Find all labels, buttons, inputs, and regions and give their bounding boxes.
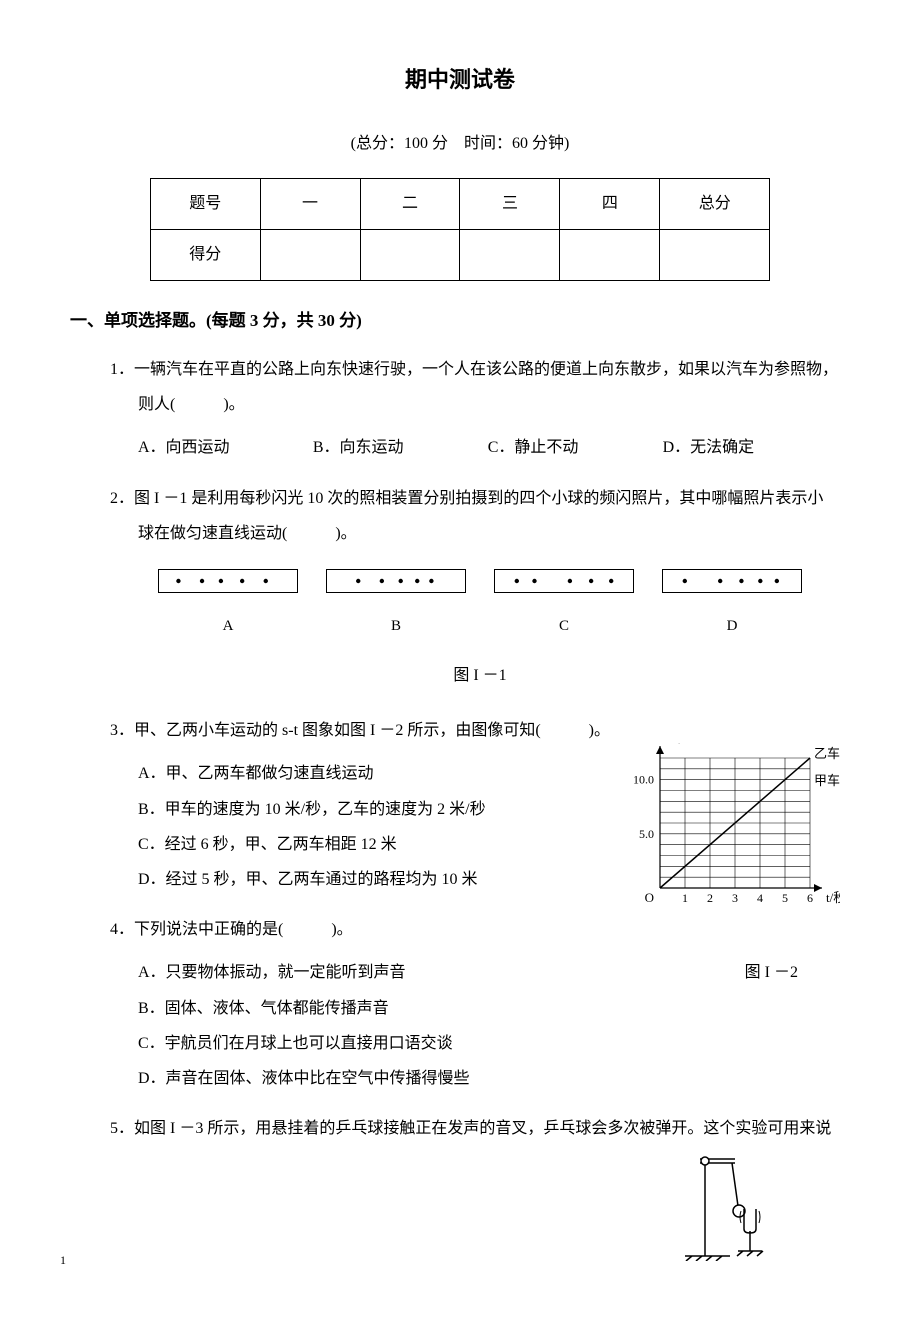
svg-text:5: 5 xyxy=(782,891,788,905)
option-c: C．宇航员们在月球上也可以直接用口语交谈 xyxy=(138,1026,850,1061)
options: A．甲、乙两车都做匀速直线运动 B．甲车的速度为 10 米/秒，乙车的速度为 2… xyxy=(138,756,568,897)
svg-text:甲车: 甲车 xyxy=(814,773,840,788)
cell: 三 xyxy=(460,179,560,230)
q-num: 5． xyxy=(110,1120,134,1137)
q-text: 如图 I －3 所示，用悬挂着的乒乓球接触正在发声的音叉，乒乓球会多次被弹开。这… xyxy=(134,1120,831,1137)
q-text: 则人( )。 xyxy=(138,396,245,413)
svg-text:t/秒: t/秒 xyxy=(826,890,840,905)
question-4: 4．下列说法中正确的是( )。 A．只要物体振动，就一定能听到声音 图 I －2… xyxy=(110,912,850,1096)
st-chart-icon: 1 2 3 4 5 6 5.0 10.0 Os/米 t/秒 甲车 乙车 xyxy=(620,743,840,913)
cell: 二 xyxy=(360,179,460,230)
option-c: C．经过 6 秒，甲、乙两车相距 12 米 xyxy=(138,827,568,862)
option-d: D．声音在固体、液体中比在空气中传播得慢些 xyxy=(138,1061,850,1096)
fig-d: D xyxy=(662,569,802,643)
strobe-d-icon xyxy=(673,574,791,588)
table-row: 得分 xyxy=(151,230,770,281)
page-title: 期中测试卷 xyxy=(70,60,850,100)
fig-a: A xyxy=(158,569,298,643)
fig-b: B xyxy=(326,569,466,643)
svg-text:s/米: s/米 xyxy=(664,743,686,745)
option-a: A．只要物体振动，就一定能听到声音 xyxy=(138,955,406,990)
q-text: 下列说法中正确的是( )。 xyxy=(134,921,353,938)
q-text: 图 I －1 是利用每秒闪光 10 次的照相装置分别拍摄到的四个小球的频闪照片，… xyxy=(134,490,823,507)
question-3: 3．甲、乙两小车运动的 s-t 图象如图 I －2 所示，由图像可知( )。 A… xyxy=(110,713,850,897)
q-num: 3． xyxy=(110,722,134,739)
q-text: 一辆汽车在平直的公路上向东快速行驶，一个人在该公路的便道上向东散步，如果以汽车为… xyxy=(134,361,838,378)
strobe-a-icon xyxy=(169,574,287,588)
fig-caption: 图 I －1 xyxy=(110,658,850,693)
q2-figures: A B C D xyxy=(110,569,850,643)
svg-text:乙车: 乙车 xyxy=(814,746,840,761)
q5-figure xyxy=(680,1151,770,1274)
option-b: B．固体、液体、气体都能传播声音 xyxy=(138,991,850,1026)
cell xyxy=(360,230,460,281)
cell xyxy=(260,230,360,281)
cell xyxy=(560,230,660,281)
option-a: A．向西运动 xyxy=(138,430,309,465)
fig-label: D xyxy=(662,610,802,643)
fig-caption: 图 I －2 xyxy=(745,955,798,990)
svg-text:2: 2 xyxy=(707,891,713,905)
option-d: D．无法确定 xyxy=(663,430,834,465)
fig-label: B xyxy=(326,610,466,643)
strobe-c-icon xyxy=(505,574,623,588)
q-text: 球在做匀速直线运动( )。 xyxy=(138,525,357,542)
fig-c: C xyxy=(494,569,634,643)
cell: 总分 xyxy=(660,179,770,230)
svg-text:3: 3 xyxy=(732,891,738,905)
option-a: A．甲、乙两车都做匀速直线运动 xyxy=(138,756,568,791)
table-row: 题号 一 二 三 四 总分 xyxy=(151,179,770,230)
q-text: 甲、乙两小车运动的 s-t 图象如图 I －2 所示，由图像可知( )。 xyxy=(134,722,610,739)
q-num: 1． xyxy=(110,361,134,378)
q3-chart: 1 2 3 4 5 6 5.0 10.0 Os/米 t/秒 甲车 乙车 xyxy=(620,743,840,926)
svg-text:1: 1 xyxy=(682,891,688,905)
options: A．向西运动 B．向东运动 C．静止不动 D．无法确定 xyxy=(138,430,850,465)
cell xyxy=(660,230,770,281)
cell: 得分 xyxy=(151,230,261,281)
page-number: 1 xyxy=(60,1250,66,1272)
svg-text:4: 4 xyxy=(757,891,763,905)
fig-label: C xyxy=(494,610,634,643)
score-table: 题号 一 二 三 四 总分 得分 xyxy=(150,178,770,281)
strobe-b-icon xyxy=(337,574,455,588)
q-num: 4． xyxy=(110,921,134,938)
option-d: D．经过 5 秒，甲、乙两车通过的路程均为 10 米 xyxy=(138,862,568,897)
section-heading: 一、单项选择题。(每题 3 分，共 30 分) xyxy=(70,306,850,337)
svg-text:5.0: 5.0 xyxy=(639,827,654,841)
question-1: 1．一辆汽车在平直的公路上向东快速行驶，一个人在该公路的便道上向东散步，如果以汽… xyxy=(110,352,850,466)
svg-text:6: 6 xyxy=(807,891,813,905)
question-2: 2．图 I －1 是利用每秒闪光 10 次的照相装置分别拍摄到的四个小球的频闪照… xyxy=(110,481,850,694)
cell: 四 xyxy=(560,179,660,230)
question-5: 5．如图 I －3 所示，用悬挂着的乒乓球接触正在发声的音叉，乒乓球会多次被弹开… xyxy=(110,1111,850,1274)
cell: 一 xyxy=(260,179,360,230)
q-num: 2． xyxy=(110,490,134,507)
svg-text:10.0: 10.0 xyxy=(633,773,654,787)
option-c: C．静止不动 xyxy=(488,430,659,465)
fig-label: A xyxy=(158,610,298,643)
options: A．只要物体振动，就一定能听到声音 图 I －2 B．固体、液体、气体都能传播声… xyxy=(138,955,850,1096)
cell xyxy=(460,230,560,281)
page-subtitle: (总分：100 分 时间：60 分钟) xyxy=(70,130,850,159)
cell: 题号 xyxy=(151,179,261,230)
option-b: B．向东运动 xyxy=(313,430,484,465)
option-b: B．甲车的速度为 10 米/秒，乙车的速度为 2 米/秒 xyxy=(138,792,568,827)
tuning-fork-icon xyxy=(680,1151,770,1261)
svg-text:O: O xyxy=(645,890,654,905)
